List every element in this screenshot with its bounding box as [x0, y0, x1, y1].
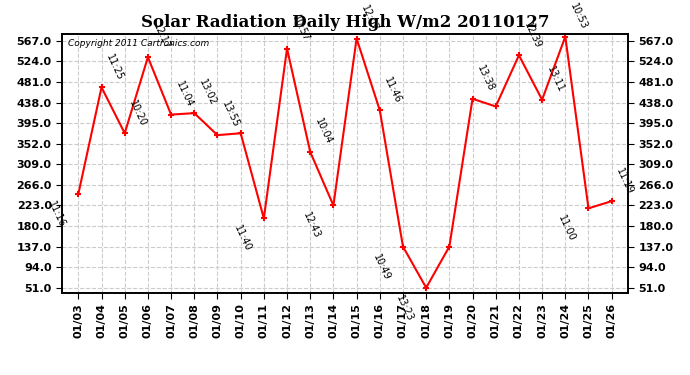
- Text: 11:19: 11:19: [615, 166, 635, 196]
- Text: 10:20: 10:20: [128, 98, 148, 128]
- Text: 11:04: 11:04: [174, 80, 195, 109]
- Title: Solar Radiation Daily High W/m2 20110127: Solar Radiation Daily High W/m2 20110127: [141, 14, 549, 31]
- Text: 11:40: 11:40: [232, 224, 253, 253]
- Text: 12:43: 12:43: [302, 211, 322, 240]
- Text: 13:38: 13:38: [475, 64, 496, 93]
- Text: 13:55: 13:55: [220, 100, 241, 130]
- Text: 11:25: 11:25: [104, 52, 125, 82]
- Text: 11:16: 11:16: [46, 200, 67, 229]
- Text: 13:02: 13:02: [197, 78, 218, 108]
- Text: 11:46: 11:46: [382, 75, 404, 105]
- Text: 13:23: 13:23: [394, 293, 415, 323]
- Text: Copyright 2011 Cartronics.com: Copyright 2011 Cartronics.com: [68, 39, 209, 48]
- Text: 12:17: 12:17: [150, 22, 172, 52]
- Text: 10:57: 10:57: [290, 13, 310, 43]
- Text: 10:04: 10:04: [313, 117, 334, 146]
- Text: 12:39: 12:39: [522, 20, 542, 50]
- Text: 12:07: 12:07: [359, 3, 380, 33]
- Text: 13:11: 13:11: [545, 65, 566, 94]
- Text: 11:00: 11:00: [557, 214, 578, 243]
- Text: 10:53: 10:53: [568, 2, 589, 31]
- Text: 10:49: 10:49: [371, 252, 392, 282]
